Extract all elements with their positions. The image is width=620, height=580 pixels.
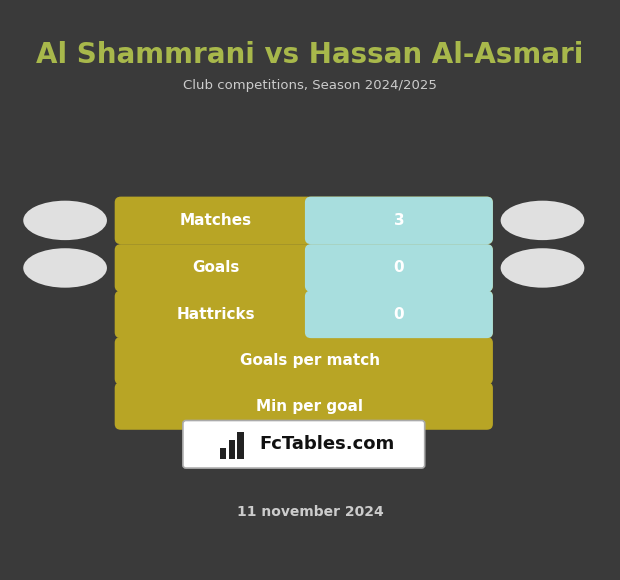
FancyBboxPatch shape — [115, 244, 493, 292]
Ellipse shape — [501, 201, 584, 240]
Text: 0: 0 — [394, 260, 404, 276]
Text: Min per goal: Min per goal — [257, 398, 363, 414]
FancyBboxPatch shape — [115, 291, 493, 338]
Text: 3: 3 — [394, 213, 404, 228]
Ellipse shape — [23, 201, 107, 240]
Text: Goals: Goals — [192, 260, 240, 276]
Text: Matches: Matches — [180, 213, 252, 228]
Bar — [237, 432, 244, 459]
Text: Goals per match: Goals per match — [240, 353, 380, 368]
FancyBboxPatch shape — [115, 382, 493, 430]
FancyBboxPatch shape — [115, 197, 493, 244]
Bar — [220, 448, 226, 459]
FancyBboxPatch shape — [305, 291, 493, 338]
FancyBboxPatch shape — [183, 420, 425, 468]
Text: Club competitions, Season 2024/2025: Club competitions, Season 2024/2025 — [183, 79, 437, 92]
Text: FcTables.com: FcTables.com — [260, 435, 395, 454]
Text: 0: 0 — [394, 307, 404, 322]
Bar — [229, 440, 235, 459]
Text: 11 november 2024: 11 november 2024 — [237, 505, 383, 519]
Ellipse shape — [23, 248, 107, 288]
Text: Hattricks: Hattricks — [177, 307, 255, 322]
Text: Al Shammrani vs Hassan Al-Asmari: Al Shammrani vs Hassan Al-Asmari — [37, 41, 583, 69]
FancyBboxPatch shape — [305, 244, 493, 292]
FancyBboxPatch shape — [305, 197, 493, 244]
Ellipse shape — [501, 248, 584, 288]
FancyBboxPatch shape — [115, 337, 493, 385]
